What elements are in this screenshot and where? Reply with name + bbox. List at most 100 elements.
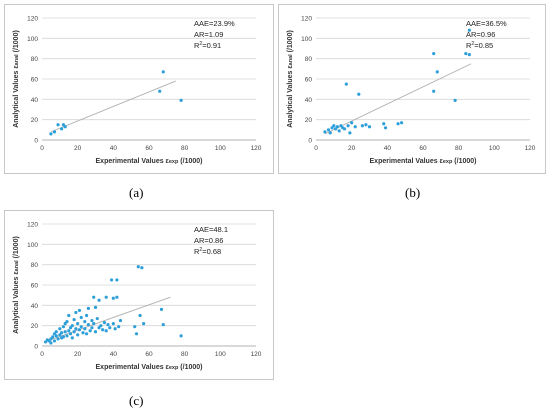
data-point xyxy=(323,130,327,134)
data-point xyxy=(90,318,94,323)
x-tick-label: 120 xyxy=(251,351,262,358)
y-tick-label: 100 xyxy=(301,36,312,43)
y-tick-label: 80 xyxy=(31,56,39,63)
data-point xyxy=(49,132,53,136)
y-tick-label: 100 xyxy=(27,242,38,249)
data-point xyxy=(453,98,457,102)
data-point xyxy=(367,125,372,129)
data-point xyxy=(136,265,140,269)
trendline xyxy=(50,80,176,133)
data-point xyxy=(350,121,354,125)
data-point xyxy=(348,131,352,135)
x-tick-label: 80 xyxy=(181,351,189,358)
data-point xyxy=(54,334,58,338)
data-point xyxy=(65,334,69,338)
data-point xyxy=(67,329,71,333)
data-point xyxy=(140,266,144,270)
stat-label: AR=1.09 xyxy=(194,30,223,39)
x-tick-label: 20 xyxy=(74,145,82,152)
stat-label: AAE=23.9% xyxy=(194,19,235,28)
scatter-chart-b: 0 20 40 60 80 100 120 0 20 40 60 80 100 120 Experiment… xyxy=(287,16,536,166)
scatter-chart-a: 0 20 40 60 80 100 120 0 20 40 60 80 100 120 Experiment… xyxy=(13,16,262,166)
data-point xyxy=(108,326,112,330)
data-point xyxy=(138,313,142,318)
data-point xyxy=(111,322,115,326)
data-point xyxy=(332,124,336,128)
data-point xyxy=(326,128,331,132)
data-point xyxy=(142,322,146,326)
data-point xyxy=(382,122,386,126)
x-tick-label: 60 xyxy=(145,351,153,358)
data-point xyxy=(52,130,57,134)
caption-b: (b) xyxy=(405,185,421,200)
data-point xyxy=(61,335,65,339)
stat-label: AAE=36.5% xyxy=(466,19,507,28)
data-point xyxy=(67,313,71,318)
data-point xyxy=(76,322,80,326)
data-point xyxy=(113,327,117,331)
stat-label: AR=0.96 xyxy=(466,30,495,39)
x-axis-title: Experimental Values εexp (/1000) xyxy=(96,158,203,165)
data-point xyxy=(93,330,98,334)
stat-label: AAE=48.1 xyxy=(194,225,228,234)
y-tick-label: 20 xyxy=(31,117,39,124)
data-point xyxy=(49,341,53,345)
data-point xyxy=(70,324,74,328)
y-tick-label: 40 xyxy=(31,97,39,104)
data-point xyxy=(337,129,341,133)
data-point xyxy=(74,327,78,331)
data-point xyxy=(90,326,94,330)
data-point xyxy=(83,327,87,331)
data-point xyxy=(106,323,110,327)
data-point xyxy=(86,306,90,310)
x-tick-label: 80 xyxy=(455,145,463,152)
data-point xyxy=(396,122,400,126)
x-tick-label: 40 xyxy=(110,351,118,358)
data-point xyxy=(58,327,62,331)
y-tick-label: 20 xyxy=(31,323,39,330)
y-axis-title: Analytical Values εanal (/1000) xyxy=(13,236,20,334)
y-tick-label: 60 xyxy=(31,283,39,290)
data-point xyxy=(133,325,137,329)
x-tick-label: 60 xyxy=(419,145,427,152)
y-tick-label: 40 xyxy=(31,303,39,310)
data-point xyxy=(76,333,80,337)
y-tick-label: 0 xyxy=(34,138,38,145)
x-tick-label: 0 xyxy=(314,145,318,152)
x-axis-title: Experimental Values εexp (/1000) xyxy=(370,158,477,165)
y-tick-label: 120 xyxy=(27,16,38,23)
data-point xyxy=(60,127,64,131)
data-point xyxy=(54,330,58,334)
data-point xyxy=(79,315,83,320)
y-tick-label: 120 xyxy=(27,222,38,229)
data-point xyxy=(52,339,57,343)
data-point xyxy=(99,324,103,328)
data-point xyxy=(328,131,332,135)
y-tick-label: 80 xyxy=(31,262,39,269)
caption-a: (a) xyxy=(129,185,144,200)
data-point xyxy=(346,124,350,128)
data-point xyxy=(68,332,73,336)
data-point xyxy=(134,332,139,336)
data-point xyxy=(92,295,96,299)
x-tick-label: 0 xyxy=(40,145,44,152)
data-point xyxy=(109,278,114,282)
y-tick-label: 40 xyxy=(305,97,313,104)
x-tick-label: 20 xyxy=(74,351,82,358)
data-point xyxy=(115,278,119,282)
data-point xyxy=(72,317,76,322)
data-point xyxy=(432,51,436,56)
scatter-chart-c: 0 20 40 60 80 100 120 0 20 40 60 80 100 120 Experiment… xyxy=(13,222,262,372)
data-point xyxy=(335,125,339,129)
data-point xyxy=(117,325,121,329)
data-point xyxy=(56,123,60,127)
data-point xyxy=(92,322,96,326)
x-axis-title: Experimental Values εexp (/1000) xyxy=(96,364,203,371)
x-tick-label: 0 xyxy=(40,351,44,358)
x-tick-label: 80 xyxy=(181,145,189,152)
data-point xyxy=(179,334,183,338)
data-point xyxy=(65,320,69,324)
data-point xyxy=(353,125,357,129)
y-tick-label: 0 xyxy=(34,344,38,351)
data-point xyxy=(88,329,92,333)
